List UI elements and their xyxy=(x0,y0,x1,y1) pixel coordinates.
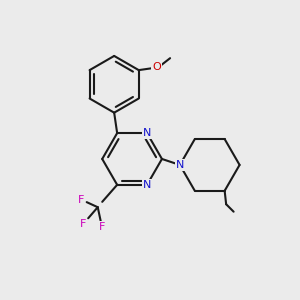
Text: N: N xyxy=(143,180,151,190)
Text: F: F xyxy=(80,219,87,229)
Text: O: O xyxy=(152,62,161,72)
Text: F: F xyxy=(99,222,105,232)
Text: F: F xyxy=(78,195,85,205)
Text: N: N xyxy=(176,160,184,170)
Text: N: N xyxy=(143,128,151,138)
